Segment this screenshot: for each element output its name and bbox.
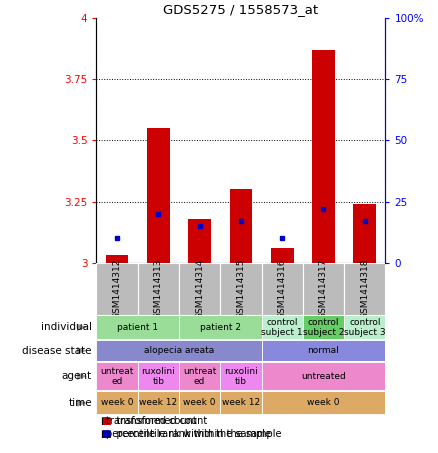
Text: agent: agent [62, 371, 92, 381]
Bar [261, 391, 385, 414]
Text: ■  percentile rank within the sample: ■ percentile rank within the sample [101, 429, 281, 439]
Bar [261, 340, 385, 361]
Text: percentile rank within the sample: percentile rank within the sample [106, 429, 271, 439]
Text: week 0: week 0 [101, 399, 133, 407]
Bar [179, 362, 220, 390]
Text: ■: ■ [101, 429, 110, 439]
Bar [138, 362, 179, 390]
Text: control
subject 1: control subject 1 [261, 318, 303, 337]
Bar [344, 263, 385, 315]
Text: GSM1414314: GSM1414314 [195, 259, 204, 319]
Text: ruxolini
tib: ruxolini tib [224, 366, 258, 386]
Bar [96, 315, 179, 339]
Text: ■  transformed count: ■ transformed count [101, 416, 207, 426]
Text: ■: ■ [101, 416, 110, 426]
Bar [230, 189, 252, 263]
Text: GSM1414316: GSM1414316 [278, 259, 287, 319]
Bar [138, 263, 179, 315]
Bar [344, 315, 385, 339]
Bar [188, 219, 211, 263]
Text: week 0: week 0 [307, 399, 340, 407]
Text: alopecia areata: alopecia areata [144, 346, 214, 355]
Text: transformed count: transformed count [106, 416, 197, 426]
Text: patient 2: patient 2 [200, 323, 241, 332]
Bar [179, 263, 220, 315]
Bar [179, 391, 220, 414]
Bar [106, 255, 128, 263]
Bar [353, 204, 376, 263]
Polygon shape [77, 323, 87, 331]
Bar [261, 362, 385, 390]
Bar [312, 50, 335, 263]
Polygon shape [77, 399, 87, 407]
Bar [138, 391, 179, 414]
Text: untreat
ed: untreat ed [100, 366, 134, 386]
Text: ruxolini
tib: ruxolini tib [141, 366, 175, 386]
Polygon shape [77, 372, 87, 380]
Text: week 12: week 12 [222, 399, 260, 407]
Text: untreat
ed: untreat ed [183, 366, 216, 386]
Text: untreated: untreated [301, 372, 346, 381]
Bar [220, 362, 261, 390]
Bar [261, 263, 303, 315]
Bar [96, 263, 138, 315]
Polygon shape [77, 347, 87, 354]
Bar [147, 128, 170, 263]
Text: GSM1414315: GSM1414315 [237, 259, 245, 319]
Text: control
subject 3: control subject 3 [344, 318, 385, 337]
Text: GSM1414313: GSM1414313 [154, 259, 163, 319]
Bar [96, 391, 138, 414]
Text: week 0: week 0 [184, 399, 216, 407]
Text: control
subject 2: control subject 2 [303, 318, 344, 337]
Text: time: time [68, 398, 92, 408]
Bar [303, 263, 344, 315]
Bar [271, 248, 293, 263]
Text: GSM1414317: GSM1414317 [319, 259, 328, 319]
Text: individual: individual [41, 322, 92, 333]
Bar [96, 340, 261, 361]
Bar [261, 315, 303, 339]
Bar [220, 391, 261, 414]
Bar [96, 362, 138, 390]
Text: patient 1: patient 1 [117, 323, 158, 332]
Bar [220, 263, 261, 315]
Title: GDS5275 / 1558573_at: GDS5275 / 1558573_at [163, 3, 318, 15]
Text: GSM1414312: GSM1414312 [113, 259, 121, 319]
Bar [303, 315, 344, 339]
Text: GSM1414318: GSM1414318 [360, 259, 369, 319]
Bar [179, 315, 261, 339]
Text: normal: normal [307, 346, 339, 355]
Text: disease state: disease state [22, 346, 92, 356]
Text: week 12: week 12 [139, 399, 177, 407]
